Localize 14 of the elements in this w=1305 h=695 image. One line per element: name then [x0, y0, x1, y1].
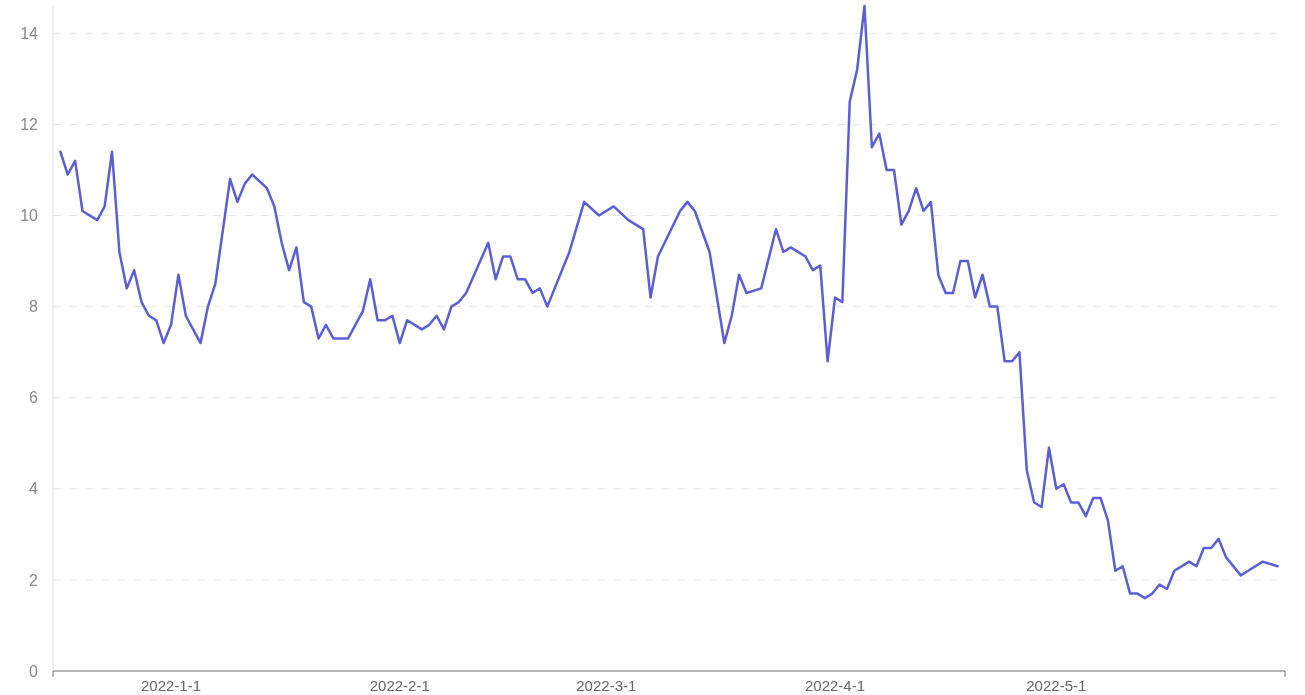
x-tick-label: 2022-3-1	[576, 677, 637, 694]
x-tick-label: 2022-1-1	[141, 677, 202, 694]
y-tick-label: 10	[20, 207, 39, 225]
x-tick-label: 2022-4-1	[804, 677, 866, 694]
y-tick-label: 14	[20, 24, 39, 42]
y-tick-label: 6	[29, 389, 39, 407]
y-tick-label: 0	[29, 662, 39, 680]
y-tick-label: 4	[29, 480, 39, 498]
x-tick-label: 2022-5-1	[1026, 677, 1087, 694]
y-tick-label: 12	[20, 116, 39, 134]
line-series	[59, 4, 1279, 600]
y-tick-label: 8	[29, 298, 39, 316]
x-tick-label: 2022-2-1	[369, 677, 430, 694]
y-tick-label: 2	[29, 571, 39, 589]
